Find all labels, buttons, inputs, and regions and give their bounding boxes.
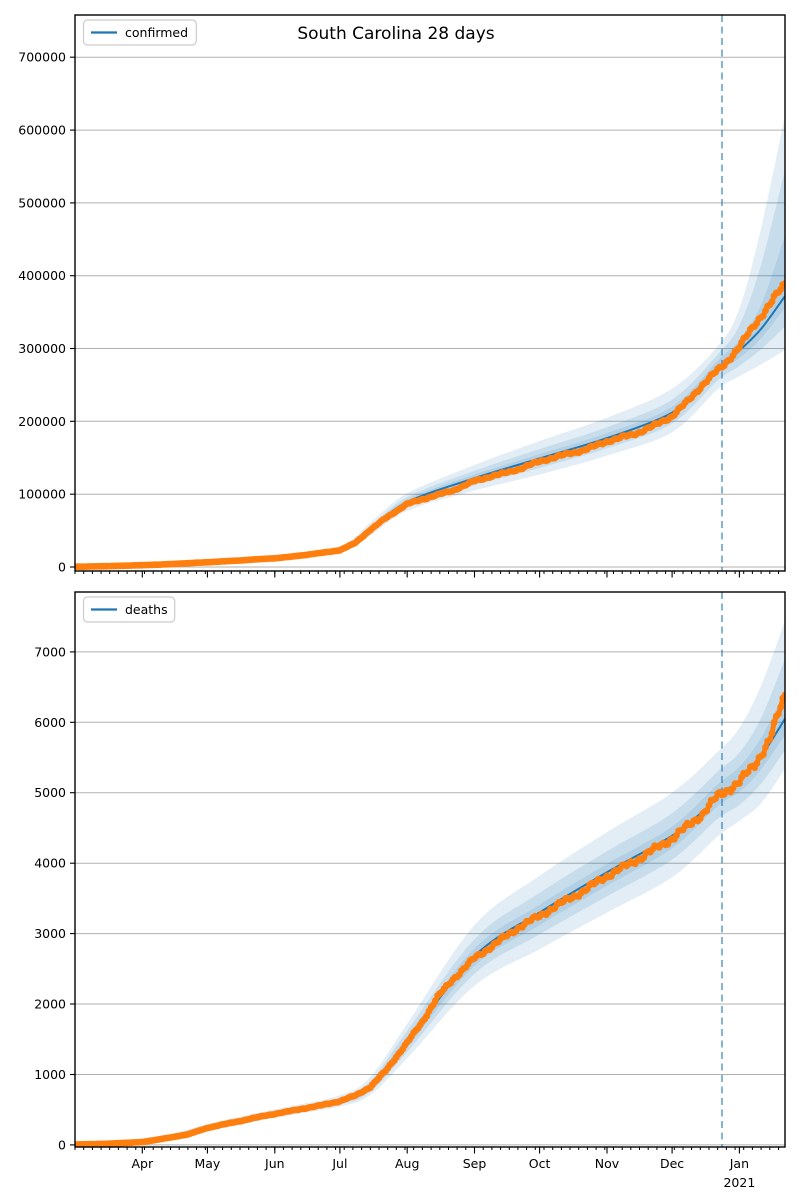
y-tick-label: 300000 [18,341,66,356]
data-point [781,280,785,287]
y-tick-label: 200000 [18,414,66,429]
x-axis [74,571,779,578]
y-axis: 0 100000 200000 300000 400000 500000 600000 700… [18,50,75,575]
month-label: Apr [131,1156,153,1171]
month-label: Nov [595,1156,620,1171]
month-label: May [194,1156,220,1171]
data-point [705,802,713,809]
chart-title: South Carolina 28 days [297,24,494,44]
y-tick-label: 6000 [34,715,66,730]
median-line [75,718,785,1146]
data-point [736,344,743,352]
mid-band [75,170,785,567]
month-label: Aug [395,1156,419,1171]
gridlines [75,56,785,568]
outer-band [75,620,785,1145]
month-label: Jul [331,1156,347,1171]
legend-label: deaths [125,602,168,617]
data-point [777,703,785,711]
axes-frame [74,591,786,1148]
y-tick-label: 400000 [18,268,66,283]
y-tick-label: 0 [58,560,66,575]
data-point [766,736,774,744]
y-tick-label: 4000 [34,856,66,871]
year-label: 2021 [723,1175,755,1190]
y-tick-label: 5000 [34,785,66,800]
data-point [775,710,782,718]
month-label: Oct [529,1156,551,1171]
month-label: Jun [264,1156,285,1171]
data-point [759,751,767,758]
y-tick-label: 2000 [34,997,66,1012]
y-tick-label: 600000 [18,123,66,138]
data-point [736,779,743,787]
confidence-bands [75,620,785,1145]
y-tick-label: 500000 [18,195,66,210]
deaths-chart: 0 1000 2000 3000 4000 5000 6000 7000 deaths [34,591,786,1154]
month-label: Sep [463,1156,487,1171]
data-point [744,768,752,776]
confirmed-chart: 0 100000 200000 300000 400000 500000 600000 700… [18,14,786,578]
y-tick-label: 1000 [34,1067,66,1082]
actual-data-line [75,691,785,1147]
data-point [768,730,776,737]
y-axis: 0 1000 2000 3000 4000 5000 6000 7000 [34,644,75,1152]
legend-confirmed: confirmed [82,19,197,46]
data-point [770,719,778,726]
data-point [762,743,769,751]
data-point [759,312,767,320]
y-tick-label: 700000 [18,50,66,65]
data-point [712,795,719,802]
data-point [781,691,785,699]
month-label: Dec [660,1156,684,1171]
data-point [703,807,711,815]
median-line [75,295,785,568]
gridlines [75,651,785,1146]
x-axis [74,1147,779,1154]
inner-band [75,692,785,1145]
y-tick-label: 0 [58,1137,66,1152]
legend-label: confirmed [125,25,188,40]
data-point [432,997,439,1005]
y-tick-label: 100000 [18,487,66,502]
data-point [753,760,761,767]
month-label: Jan [729,1156,749,1171]
confidence-bands [75,115,785,567]
axes-frame [74,14,786,572]
outer-band [75,115,785,567]
mid-band [75,658,785,1145]
data-point [768,298,776,306]
legend-deaths: deaths [82,596,176,623]
y-tick-label: 3000 [34,926,66,941]
y-tick-label: 7000 [34,644,66,659]
x-tick-labels: Apr May Jun Jul Aug Sep Oct Nov Dec Jan 2021 [131,1156,755,1190]
actual-data-line [75,280,785,571]
